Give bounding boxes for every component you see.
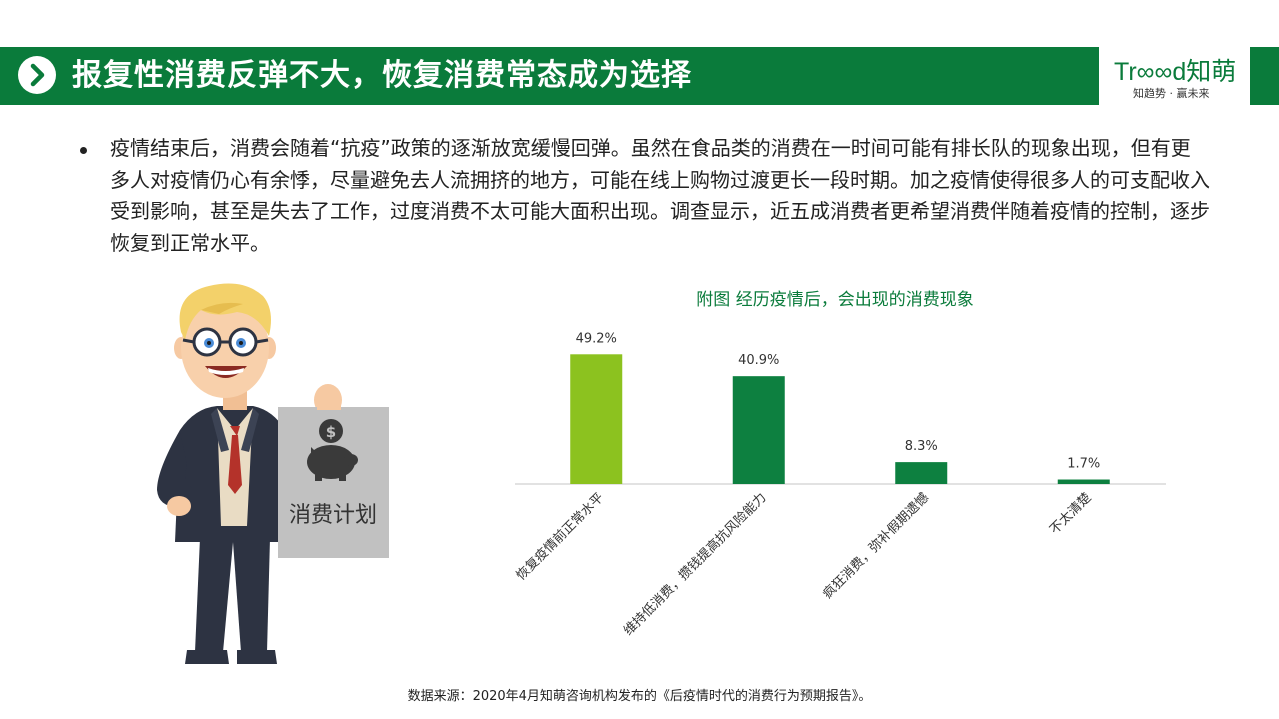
body-paragraph: 疫情结束后，消费会随着“抗疫”政策的逐渐放宽缓慢回弹。虽然在食品类的消费在一时间…	[110, 136, 1210, 255]
piggy-bank-dollar-icon: $	[307, 419, 358, 481]
chart-bar	[1057, 479, 1110, 484]
brand-logo: Tr∞∞d知萌 知趋势 · 赢未来	[1104, 47, 1250, 105]
category-tick-label: 疯狂消费，弥补假期遗憾	[820, 490, 932, 602]
businessman-illustration: $ 消费计划	[157, 283, 389, 664]
sign-label: 消费计划	[289, 503, 377, 528]
chart-bar	[732, 376, 785, 484]
title-bar: 报复性消费反弹不大，恢复消费常态成为选择	[0, 47, 1099, 105]
category-tick-label: 不太清楚	[1047, 490, 1094, 537]
bar-value-label: 8.3%	[905, 439, 938, 454]
category-tick-label: 维持低消费，攒钱提高抗风险能力	[620, 490, 769, 639]
chart-title: 附图 经历疫情后，会出现的消费现象	[696, 290, 974, 310]
bar-chart: 49.2% 恢复疫情前正常水平 40.9% 维持低消费，攒钱提高抗风险能力 8.3% 疯狂…	[513, 331, 1166, 639]
title-bar-end	[1250, 47, 1279, 105]
data-source: 数据来源：2020年4月知萌咨询机构发布的《后疫情时代的消费行为预期报告》。	[407, 689, 872, 704]
chevron-right-icon	[18, 56, 56, 94]
logo-tagline: 知趋势 · 赢未来	[1133, 87, 1210, 100]
page-title: 报复性消费反弹不大，恢复消费常态成为选择	[72, 58, 692, 93]
logo-wordmark: Tr∞∞d知萌	[1114, 58, 1237, 86]
bar-value-label: 1.7%	[1067, 457, 1100, 472]
chart-bar	[570, 354, 623, 484]
chart-bar	[895, 462, 948, 484]
svg-text:$: $	[326, 423, 336, 441]
bullet-icon	[80, 147, 87, 154]
category-tick-label: 恢复疫情前正常水平	[513, 490, 607, 584]
bar-value-label: 40.9%	[738, 353, 779, 368]
bar-value-label: 49.2%	[576, 331, 617, 346]
